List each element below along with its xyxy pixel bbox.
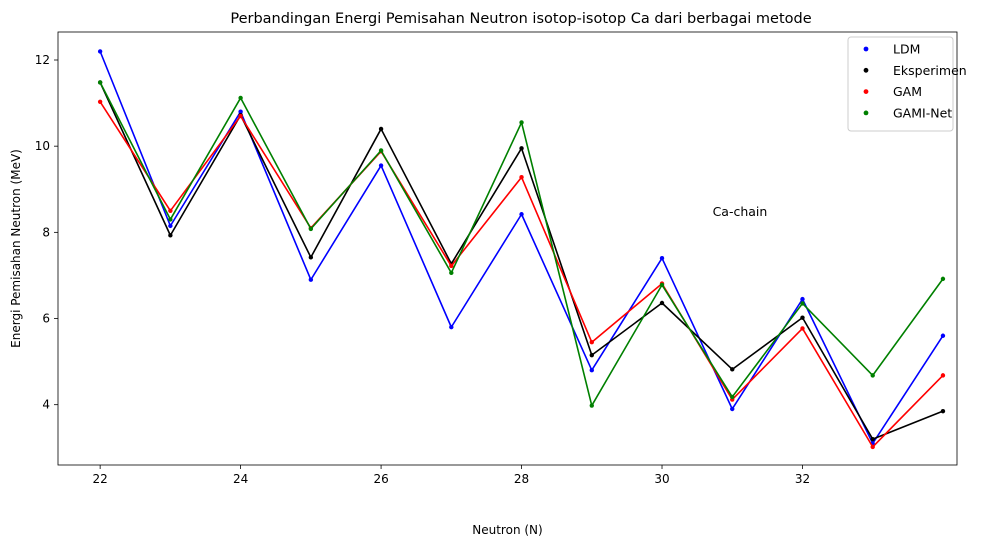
y-tick-label: 12 (35, 53, 50, 67)
legend-box (847, 36, 954, 132)
series-eksperimen (97, 80, 946, 442)
x-tick-label: 28 (514, 472, 529, 486)
data-point-gam (449, 263, 454, 269)
y-tick-label: 4 (42, 398, 50, 412)
x-tick-label: 30 (654, 472, 669, 486)
data-point-gam (519, 174, 524, 180)
chart-title: Perbandingan Energi Pemisahan Neutron is… (230, 11, 811, 27)
data-point-gami-net (97, 80, 103, 85)
data-point-ldm (238, 109, 243, 114)
data-point-gami-net (589, 403, 594, 408)
data-point-eksperimen (168, 233, 173, 238)
series-line-gami-net (99, 82, 944, 407)
plot-frame (57, 31, 958, 466)
data-point-gami-net (659, 282, 665, 288)
data-point-gam (238, 113, 243, 119)
data-point-ldm (168, 223, 173, 229)
legend-label-gam: GAM (893, 84, 922, 99)
data-point-gami-net (800, 301, 805, 306)
series-gami-net (97, 80, 946, 408)
data-point-ldm (308, 277, 314, 282)
legend-label-gami-net: GAMI-Net (893, 105, 952, 120)
y-axis-label: Energi Pemisahan Neutron (MeV) (9, 149, 23, 348)
data-point-ldm (730, 406, 735, 412)
data-point-gam (97, 99, 103, 104)
data-point-gam (870, 444, 875, 450)
data-point-ldm (940, 333, 946, 338)
data-point-gami-net (449, 270, 454, 276)
data-point-gami-net (519, 120, 524, 125)
data-point-eksperimen (308, 255, 314, 260)
data-point-eksperimen (519, 146, 524, 151)
y-tick-label: 10 (35, 139, 50, 153)
data-point-gami-net (168, 217, 173, 222)
legend-marker-gam (863, 89, 869, 94)
data-point-gami-net (378, 148, 384, 153)
data-point-gam (940, 373, 946, 378)
data-point-eksperimen (589, 352, 594, 358)
data-point-ldm (97, 49, 103, 54)
data-point-gami-net (870, 373, 875, 378)
data-point-ldm (800, 296, 805, 302)
legend-label-eksperimen: Eksperimen (893, 63, 967, 78)
x-tick-label: 24 (233, 472, 248, 486)
data-point-gam (168, 208, 173, 214)
legend-marker-gami-net (863, 110, 869, 116)
data-point-ldm (378, 163, 384, 168)
axis-ticks: 22 24 26 28 30 32 4 6 8 10 12 (35, 53, 810, 486)
legend-marker-eksperimen (863, 67, 869, 73)
data-point-eksperimen (940, 408, 946, 414)
data-point-eksperimen (378, 126, 384, 132)
chain-annotation: Ca-chain (713, 204, 768, 219)
data-point-eksperimen (730, 367, 735, 372)
data-point-eksperimen (870, 436, 875, 442)
series-ldm (97, 49, 946, 446)
legend-marker-ldm (863, 46, 869, 52)
legend-label-ldm: LDM (893, 42, 920, 57)
series-layer (97, 49, 946, 450)
data-point-gami-net (238, 95, 243, 101)
legend: LDM Eksperimen GAM GAMI-Net (847, 36, 967, 132)
data-point-ldm (659, 255, 665, 261)
data-point-gam (589, 340, 594, 345)
data-point-gam (800, 326, 805, 331)
data-point-eksperimen (800, 315, 805, 320)
series-line-ldm (99, 51, 944, 445)
data-point-ldm (449, 324, 454, 330)
data-point-gami-net (730, 394, 735, 400)
series-gam (97, 99, 946, 450)
x-tick-label: 26 (373, 472, 388, 486)
y-tick-label: 8 (42, 225, 50, 239)
series-line-gam (99, 101, 944, 448)
x-axis-label: Neutron (N) (472, 523, 542, 537)
data-point-ldm (519, 212, 524, 217)
data-point-ldm (589, 368, 594, 373)
data-point-gami-net (940, 276, 946, 282)
y-tick-label: 6 (42, 312, 50, 326)
x-tick-label: 32 (795, 472, 810, 486)
x-tick-label: 22 (93, 472, 108, 486)
data-point-gami-net (308, 226, 314, 232)
data-point-eksperimen (659, 300, 665, 306)
